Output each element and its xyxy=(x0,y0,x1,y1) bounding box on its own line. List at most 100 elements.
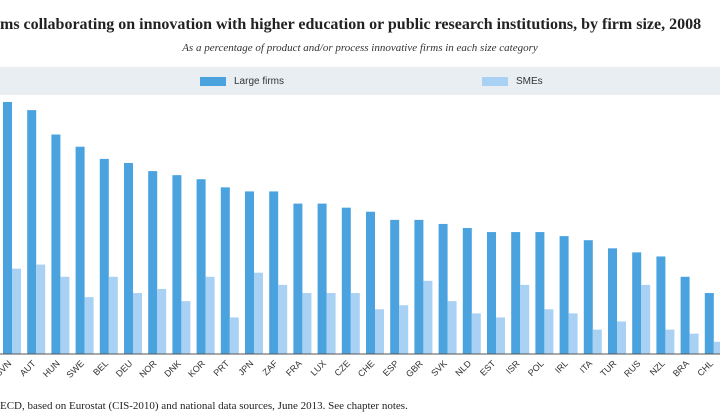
x-tick-label: IRL xyxy=(553,358,570,375)
bar-sme-est xyxy=(496,317,505,354)
legend-item-large-firms: Large firms xyxy=(200,75,284,87)
bar-sme-aut xyxy=(36,264,46,354)
bar-sme-chl xyxy=(713,341,720,354)
bar-sme-isr xyxy=(520,284,530,354)
x-tick-label: SWE xyxy=(64,358,86,380)
bar-chart: SVN AUT HUN SWE BEL DEU NOR DNK KOR PRT JPN ZAF FRA L… xyxy=(0,102,720,380)
bar-large-jpn xyxy=(245,191,254,354)
x-tick-label: SVN xyxy=(0,358,13,378)
bar-large-che xyxy=(366,211,375,354)
x-tick-label: PRT xyxy=(212,358,232,378)
x-tick-label: KOR xyxy=(186,358,207,379)
bar-sme-kor xyxy=(205,276,215,354)
bar-large-rus xyxy=(632,252,642,354)
bar-sme-svn xyxy=(12,268,21,354)
bar-large-dnk xyxy=(172,175,182,354)
legend-swatch-large-firms xyxy=(200,76,226,86)
bar-sme-dnk xyxy=(181,301,191,354)
source-note: ECD, based on Eurostat (CIS-2010) and na… xyxy=(0,400,408,412)
bar-sme-swe xyxy=(84,297,94,354)
bar-large-swe xyxy=(75,146,85,354)
bar-large-deu xyxy=(124,162,133,354)
bar-sme-svk xyxy=(447,301,457,354)
x-tick-label: NOR xyxy=(137,358,159,380)
x-tick-label: RUS xyxy=(622,358,643,379)
x-tick-label: JPN xyxy=(236,358,255,377)
x-tick-label: NZL xyxy=(648,358,667,377)
bar-sme-che xyxy=(375,309,384,354)
bar-large-lux xyxy=(317,203,327,354)
legend: Large firms SMEs xyxy=(0,67,720,95)
bar-sme-zaf xyxy=(278,284,288,354)
bar-sme-bel xyxy=(108,276,118,354)
bar-sme-irl xyxy=(568,313,578,354)
chart-title: ms collaborating on innovation with high… xyxy=(0,16,702,33)
legend-item-smes: SMEs xyxy=(482,75,543,87)
bar-large-fra xyxy=(293,203,303,354)
bar-large-nor xyxy=(148,171,158,354)
x-tick-label: GBR xyxy=(404,358,425,379)
bar-large-nzl xyxy=(656,256,666,354)
legend-label-large-firms: Large firms xyxy=(234,75,285,87)
x-tick-label: EST xyxy=(478,358,498,378)
bar-large-isr xyxy=(511,232,521,354)
x-tick-label: NLD xyxy=(453,358,473,378)
bar-large-bel xyxy=(99,158,109,354)
chart-subtitle: As a percentage of product and/or proces… xyxy=(182,42,538,54)
bar-large-bra xyxy=(680,276,690,354)
bar-large-gbr xyxy=(414,219,424,354)
bar-sme-gbr xyxy=(423,280,433,354)
x-tick-label: LUX xyxy=(309,358,328,377)
x-tick-label: SVK xyxy=(429,358,449,378)
bar-large-cze xyxy=(341,207,351,354)
bar-sme-nld xyxy=(471,313,481,354)
bar-large-irl xyxy=(559,236,569,354)
x-tick-label: ZAF xyxy=(261,358,280,377)
x-tick-label: DEU xyxy=(114,358,135,379)
bar-large-kor xyxy=(196,179,206,354)
x-tick-label: ITA xyxy=(578,358,595,375)
bar-sme-rus xyxy=(641,284,651,354)
bar-large-aut xyxy=(27,110,37,354)
bar-large-esp xyxy=(390,219,400,354)
bar-sme-hun xyxy=(60,276,70,354)
bar-sme-fra xyxy=(302,293,312,354)
bar-large-pol xyxy=(535,232,545,354)
x-tick-label: CZE xyxy=(332,358,352,378)
x-tick-label: CHL xyxy=(695,358,715,378)
bar-sme-cze xyxy=(350,293,360,354)
bar-large-hun xyxy=(51,134,61,354)
x-tick-label: ISR xyxy=(504,358,522,376)
bar-large-tur xyxy=(608,248,617,354)
x-tick-label: DNK xyxy=(162,358,183,379)
x-tick-label: POL xyxy=(526,358,546,378)
x-tick-label: AUT xyxy=(18,358,38,378)
bar-large-nld xyxy=(462,228,472,354)
x-tick-label: TUR xyxy=(598,358,619,379)
bar-large-zaf xyxy=(269,191,279,354)
bar-large-ita xyxy=(583,240,593,354)
bar-sme-ita xyxy=(592,329,602,354)
bar-large-prt xyxy=(220,187,230,354)
x-tick-label: BRA xyxy=(671,358,691,378)
x-tick-label: CHE xyxy=(356,358,377,379)
bar-sme-prt xyxy=(229,317,239,354)
legend-label-smes: SMEs xyxy=(516,75,543,87)
bar-sme-jpn xyxy=(254,272,263,354)
bar-sme-tur xyxy=(617,321,626,354)
bar-large-svk xyxy=(438,223,448,354)
bar-sme-nor xyxy=(157,288,167,354)
bar-large-svn xyxy=(3,102,12,354)
legend-swatch-smes xyxy=(482,76,508,86)
bar-sme-bra xyxy=(689,333,699,354)
bar-sme-esp xyxy=(399,305,409,354)
x-tick-label: BEL xyxy=(91,358,110,377)
bar-large-chl xyxy=(704,293,714,354)
bar-sme-nzl xyxy=(665,329,675,354)
x-tick-label: ESP xyxy=(381,358,401,378)
bar-large-est xyxy=(487,232,496,354)
bar-sme-lux xyxy=(326,293,336,354)
x-tick-label: FRA xyxy=(284,358,304,378)
x-tick-label: HUN xyxy=(41,358,62,379)
bar-sme-pol xyxy=(544,309,554,354)
